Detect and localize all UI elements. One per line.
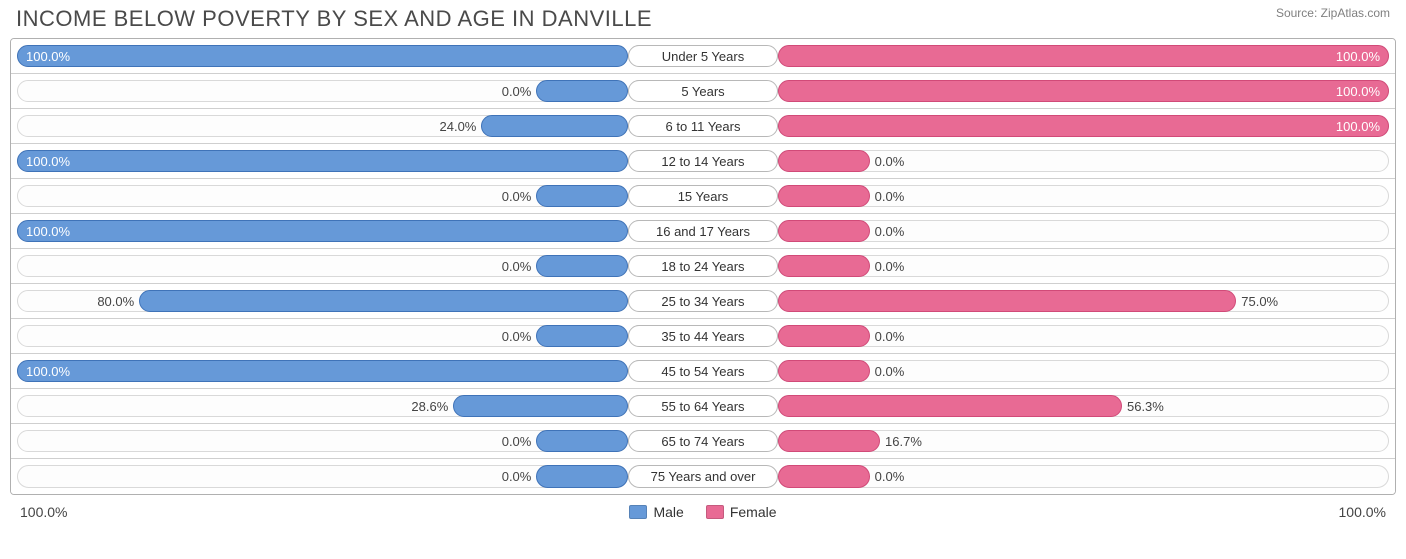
category-label: 75 Years and over xyxy=(628,465,778,488)
value-male: 80.0% xyxy=(97,294,140,309)
category-label: 55 to 64 Years xyxy=(628,395,778,417)
value-female: 0.0% xyxy=(869,329,905,344)
bar-female: 0.0% xyxy=(778,360,870,382)
chart-footer: 100.0% Male Female 100.0% xyxy=(10,495,1396,529)
chart-row: 100.0% 100.0% Under 5 Years xyxy=(11,39,1395,74)
value-male: 0.0% xyxy=(502,259,538,274)
chart-source: Source: ZipAtlas.com xyxy=(1276,6,1390,20)
bar-male: 0.0% xyxy=(536,430,628,452)
value-female: 0.0% xyxy=(869,259,905,274)
value-male: 100.0% xyxy=(18,154,78,169)
bar-female: 0.0% xyxy=(778,185,870,207)
chart-row: 28.6%56.3%55 to 64 Years xyxy=(11,389,1395,424)
chart-row: 0.0%0.0%35 to 44 Years xyxy=(11,319,1395,354)
bar-male: 0.0% xyxy=(536,80,628,102)
value-male: 0.0% xyxy=(502,469,538,484)
value-male: 0.0% xyxy=(502,84,538,99)
bar-male: 0.0% xyxy=(536,255,628,277)
chart-row: 0.0%16.7%65 to 74 Years xyxy=(11,424,1395,459)
value-male: 0.0% xyxy=(502,434,538,449)
legend-swatch-male xyxy=(629,505,647,519)
chart-row: 0.0%0.0%18 to 24 Years xyxy=(11,249,1395,284)
category-label: 18 to 24 Years xyxy=(628,255,778,277)
category-label: 35 to 44 Years xyxy=(628,325,778,347)
bar-male: 0.0% xyxy=(536,465,628,488)
bar-female: 0.0% xyxy=(778,150,870,172)
bar-female: 0.0% xyxy=(778,325,870,347)
axis-label-left: 100.0% xyxy=(20,504,67,520)
value-male: 100.0% xyxy=(18,49,78,64)
value-male: 0.0% xyxy=(502,329,538,344)
bar-male: 28.6% xyxy=(453,395,628,417)
category-label: 6 to 11 Years xyxy=(628,115,778,137)
bar-female: 100.0% xyxy=(778,80,1389,102)
bar-male: 80.0% xyxy=(139,290,628,312)
value-female: 0.0% xyxy=(869,469,905,484)
value-female: 100.0% xyxy=(1328,84,1388,99)
value-female: 16.7% xyxy=(879,434,922,449)
bar-female: 16.7% xyxy=(778,430,880,452)
value-male: 0.0% xyxy=(502,189,538,204)
category-label: 12 to 14 Years xyxy=(628,150,778,172)
chart-row: 80.0%75.0%25 to 34 Years xyxy=(11,284,1395,319)
bar-male: 100.0% xyxy=(17,360,628,382)
category-label: Under 5 Years xyxy=(628,45,778,67)
value-female: 100.0% xyxy=(1328,49,1388,64)
chart-row: 0.0%0.0%75 Years and over xyxy=(11,459,1395,494)
value-female: 56.3% xyxy=(1121,399,1164,414)
legend-label-female: Female xyxy=(730,504,777,520)
bar-male: 24.0% xyxy=(481,115,628,137)
chart-row: 100.0%0.0%12 to 14 Years xyxy=(11,144,1395,179)
bar-male: 0.0% xyxy=(536,325,628,347)
bar-male: 100.0% xyxy=(17,45,628,67)
bar-female: 100.0% xyxy=(778,115,1389,137)
bar-female: 75.0% xyxy=(778,290,1236,312)
chart-row: 100.0%0.0%16 and 17 Years xyxy=(11,214,1395,249)
legend-swatch-female xyxy=(706,505,724,519)
bar-female: 100.0% xyxy=(778,45,1389,67)
value-female: 75.0% xyxy=(1235,294,1278,309)
category-label: 45 to 54 Years xyxy=(628,360,778,382)
bar-male: 100.0% xyxy=(17,150,628,172)
value-female: 0.0% xyxy=(869,154,905,169)
bar-male: 100.0% xyxy=(17,220,628,242)
category-label: 16 and 17 Years xyxy=(628,220,778,242)
value-male: 24.0% xyxy=(440,119,483,134)
bar-female: 0.0% xyxy=(778,255,870,277)
bar-female: 0.0% xyxy=(778,220,870,242)
value-male: 100.0% xyxy=(18,364,78,379)
chart-header: INCOME BELOW POVERTY BY SEX AND AGE IN D… xyxy=(10,6,1396,38)
axis-label-right: 100.0% xyxy=(1339,504,1386,520)
legend-male: Male xyxy=(629,504,683,520)
chart-title: INCOME BELOW POVERTY BY SEX AND AGE IN D… xyxy=(16,6,652,32)
value-female: 100.0% xyxy=(1328,119,1388,134)
value-female: 0.0% xyxy=(869,189,905,204)
chart-rows: 100.0%100.0%Under 5 Years0.0%100.0%5 Yea… xyxy=(10,38,1396,495)
bar-female: 56.3% xyxy=(778,395,1122,417)
bar-male: 0.0% xyxy=(536,185,628,207)
bar-female: 0.0% xyxy=(778,465,870,488)
category-label: 65 to 74 Years xyxy=(628,430,778,452)
chart-row: 24.0% 100.0% 6 to 11 Years xyxy=(11,109,1395,144)
value-male: 28.6% xyxy=(411,399,454,414)
chart-row: 0.0%0.0%15 Years xyxy=(11,179,1395,214)
chart-row: 100.0%0.0%45 to 54 Years xyxy=(11,354,1395,389)
poverty-by-sex-age-chart: INCOME BELOW POVERTY BY SEX AND AGE IN D… xyxy=(0,0,1406,559)
legend-female: Female xyxy=(706,504,777,520)
legend-label-male: Male xyxy=(653,504,683,520)
value-female: 0.0% xyxy=(869,364,905,379)
category-label: 15 Years xyxy=(628,185,778,207)
value-female: 0.0% xyxy=(869,224,905,239)
category-label: 25 to 34 Years xyxy=(628,290,778,312)
value-male: 100.0% xyxy=(18,224,78,239)
category-label: 5 Years xyxy=(628,80,778,102)
chart-row: 0.0% 100.0% 5 Years xyxy=(11,74,1395,109)
